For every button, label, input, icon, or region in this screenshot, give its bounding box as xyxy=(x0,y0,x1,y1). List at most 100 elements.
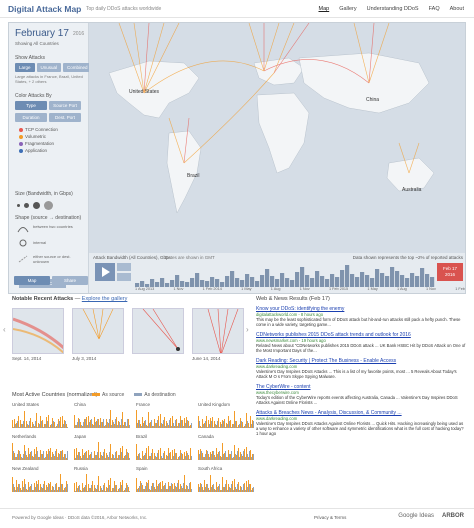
map-button[interactable]: Map xyxy=(14,276,50,285)
source-bar xyxy=(218,452,219,460)
source-bar xyxy=(154,487,155,492)
dest-bar xyxy=(165,483,166,492)
news-link[interactable]: Dark Reading: Security | Protect The Bus… xyxy=(256,358,397,364)
dest-bar xyxy=(109,419,110,428)
thumbnail-image[interactable] xyxy=(192,308,244,354)
source-bar xyxy=(226,480,227,492)
dest-bar xyxy=(111,458,112,460)
source-bar xyxy=(30,486,31,492)
dest-bar xyxy=(253,487,254,492)
gallery-item[interactable]: Sept. 14, 2014 xyxy=(12,308,64,361)
unusual-button[interactable]: Unusual xyxy=(36,63,62,72)
country-sparkline xyxy=(198,411,254,428)
gallery-item[interactable] xyxy=(132,308,184,361)
source-bar xyxy=(162,458,163,460)
source-bar xyxy=(100,452,101,460)
bandwidth-bar xyxy=(155,282,160,287)
source-bar xyxy=(178,480,179,492)
country-chart[interactable]: France xyxy=(136,402,192,430)
country-chart[interactable]: New Zealand xyxy=(12,466,68,494)
source-bar xyxy=(228,450,229,460)
speed-up-button[interactable] xyxy=(117,263,131,271)
news-link[interactable]: Know your DDoS: identifying the enemy xyxy=(256,306,345,312)
source-bar xyxy=(26,489,27,492)
dest-port-button[interactable]: Dest. Port xyxy=(49,113,81,122)
thumbnail-image[interactable] xyxy=(132,308,184,354)
dest-bar xyxy=(205,421,206,428)
large-button[interactable]: Large xyxy=(15,63,35,72)
news-link[interactable]: The CyberWire - content xyxy=(256,384,311,390)
dest-bar xyxy=(155,456,156,460)
share-button[interactable]: Share xyxy=(52,276,88,285)
dest-bar xyxy=(51,490,52,492)
source-port-button[interactable]: Source Port xyxy=(49,101,81,110)
source-bar xyxy=(200,426,201,428)
dest-bar xyxy=(39,424,40,428)
nav-about[interactable]: About xyxy=(449,6,464,12)
dest-bar xyxy=(85,485,86,492)
source-bar xyxy=(80,456,81,460)
gallery-thumbnails: Sept. 14, 2014 July 3, 2014 June 14, 201… xyxy=(12,308,244,361)
type-button[interactable]: Type xyxy=(15,101,47,110)
source-bar xyxy=(18,484,19,492)
dest-bar xyxy=(49,484,50,492)
country-chart[interactable]: China xyxy=(74,402,130,430)
country-chart[interactable]: Japan xyxy=(74,434,130,462)
dest-bar xyxy=(211,454,212,460)
dest-bar xyxy=(201,451,202,460)
size-dot-small xyxy=(17,204,20,207)
dest-bar xyxy=(203,490,204,492)
country-filter[interactable]: Showing All Countries xyxy=(15,41,59,46)
nav-faq[interactable]: FAQ xyxy=(428,6,440,12)
world-map[interactable] xyxy=(89,23,466,253)
source-bar xyxy=(110,444,111,460)
source-bar xyxy=(86,474,87,492)
country-chart[interactable]: Brazil xyxy=(136,434,192,462)
country-chart[interactable]: South Africa xyxy=(198,466,254,494)
google-ideas-logo[interactable]: Google Ideas xyxy=(398,513,434,519)
dest-bar xyxy=(113,488,114,492)
chevron-right-icon[interactable]: › xyxy=(246,325,249,334)
thumbnail-image[interactable] xyxy=(72,308,124,354)
play-button[interactable] xyxy=(95,263,115,281)
nav-map[interactable]: Map xyxy=(318,6,330,12)
country-chart[interactable]: Spain xyxy=(136,466,192,494)
thumbnail-image[interactable] xyxy=(12,308,64,354)
country-chart[interactable]: United Kingdom xyxy=(198,402,254,430)
dest-bar xyxy=(219,484,220,492)
duration-button[interactable]: Duration xyxy=(15,113,47,122)
bandwidth-bar xyxy=(385,276,390,287)
country-chart[interactable]: United States xyxy=(12,402,68,430)
dest-bar xyxy=(201,484,202,492)
chevron-left-icon[interactable]: ‹ xyxy=(3,325,6,334)
news-link[interactable]: Attacks & Breaches News - Analysis, Disc… xyxy=(256,410,402,416)
nav-gallery[interactable]: Gallery xyxy=(339,6,357,12)
country-chart[interactable]: Canada xyxy=(198,434,254,462)
combined-button[interactable]: Combined xyxy=(63,63,92,72)
site-title[interactable]: Digital Attack Map xyxy=(8,4,82,14)
source-bar xyxy=(88,450,89,460)
dest-bar xyxy=(189,426,190,428)
dest-bar xyxy=(79,419,80,428)
gallery-item[interactable]: July 3, 2014 xyxy=(72,308,124,361)
gallery-item[interactable]: June 14, 2014 xyxy=(192,308,244,361)
source-bar xyxy=(244,426,245,428)
country-chart[interactable]: Netherlands xyxy=(12,434,68,462)
nav-understanding-ddos[interactable]: Understanding DDoS xyxy=(366,6,419,12)
dest-bar xyxy=(83,455,84,460)
news-link[interactable]: CDNetworks publishes 2015 DDoS attack tr… xyxy=(256,332,411,338)
axis-tick-label: 1 Aug xyxy=(397,287,407,291)
gallery-link[interactable]: Explore the gallery xyxy=(81,296,128,302)
country-chart[interactable]: Russia xyxy=(74,466,130,494)
bandwidth-sparkline[interactable] xyxy=(135,263,435,287)
current-date-badge[interactable]: Feb 17 2016 xyxy=(437,263,463,281)
dest-bar xyxy=(221,457,222,460)
bandwidth-bar xyxy=(380,273,385,287)
source-bar xyxy=(30,452,31,460)
speed-down-button[interactable] xyxy=(117,273,131,281)
source-bar xyxy=(162,424,163,428)
source-bar xyxy=(34,449,35,460)
privacy-terms-link[interactable]: Privacy & Terms xyxy=(314,515,347,520)
dest-bar xyxy=(237,427,238,428)
arbor-logo[interactable]: ARBOR xyxy=(442,513,464,519)
